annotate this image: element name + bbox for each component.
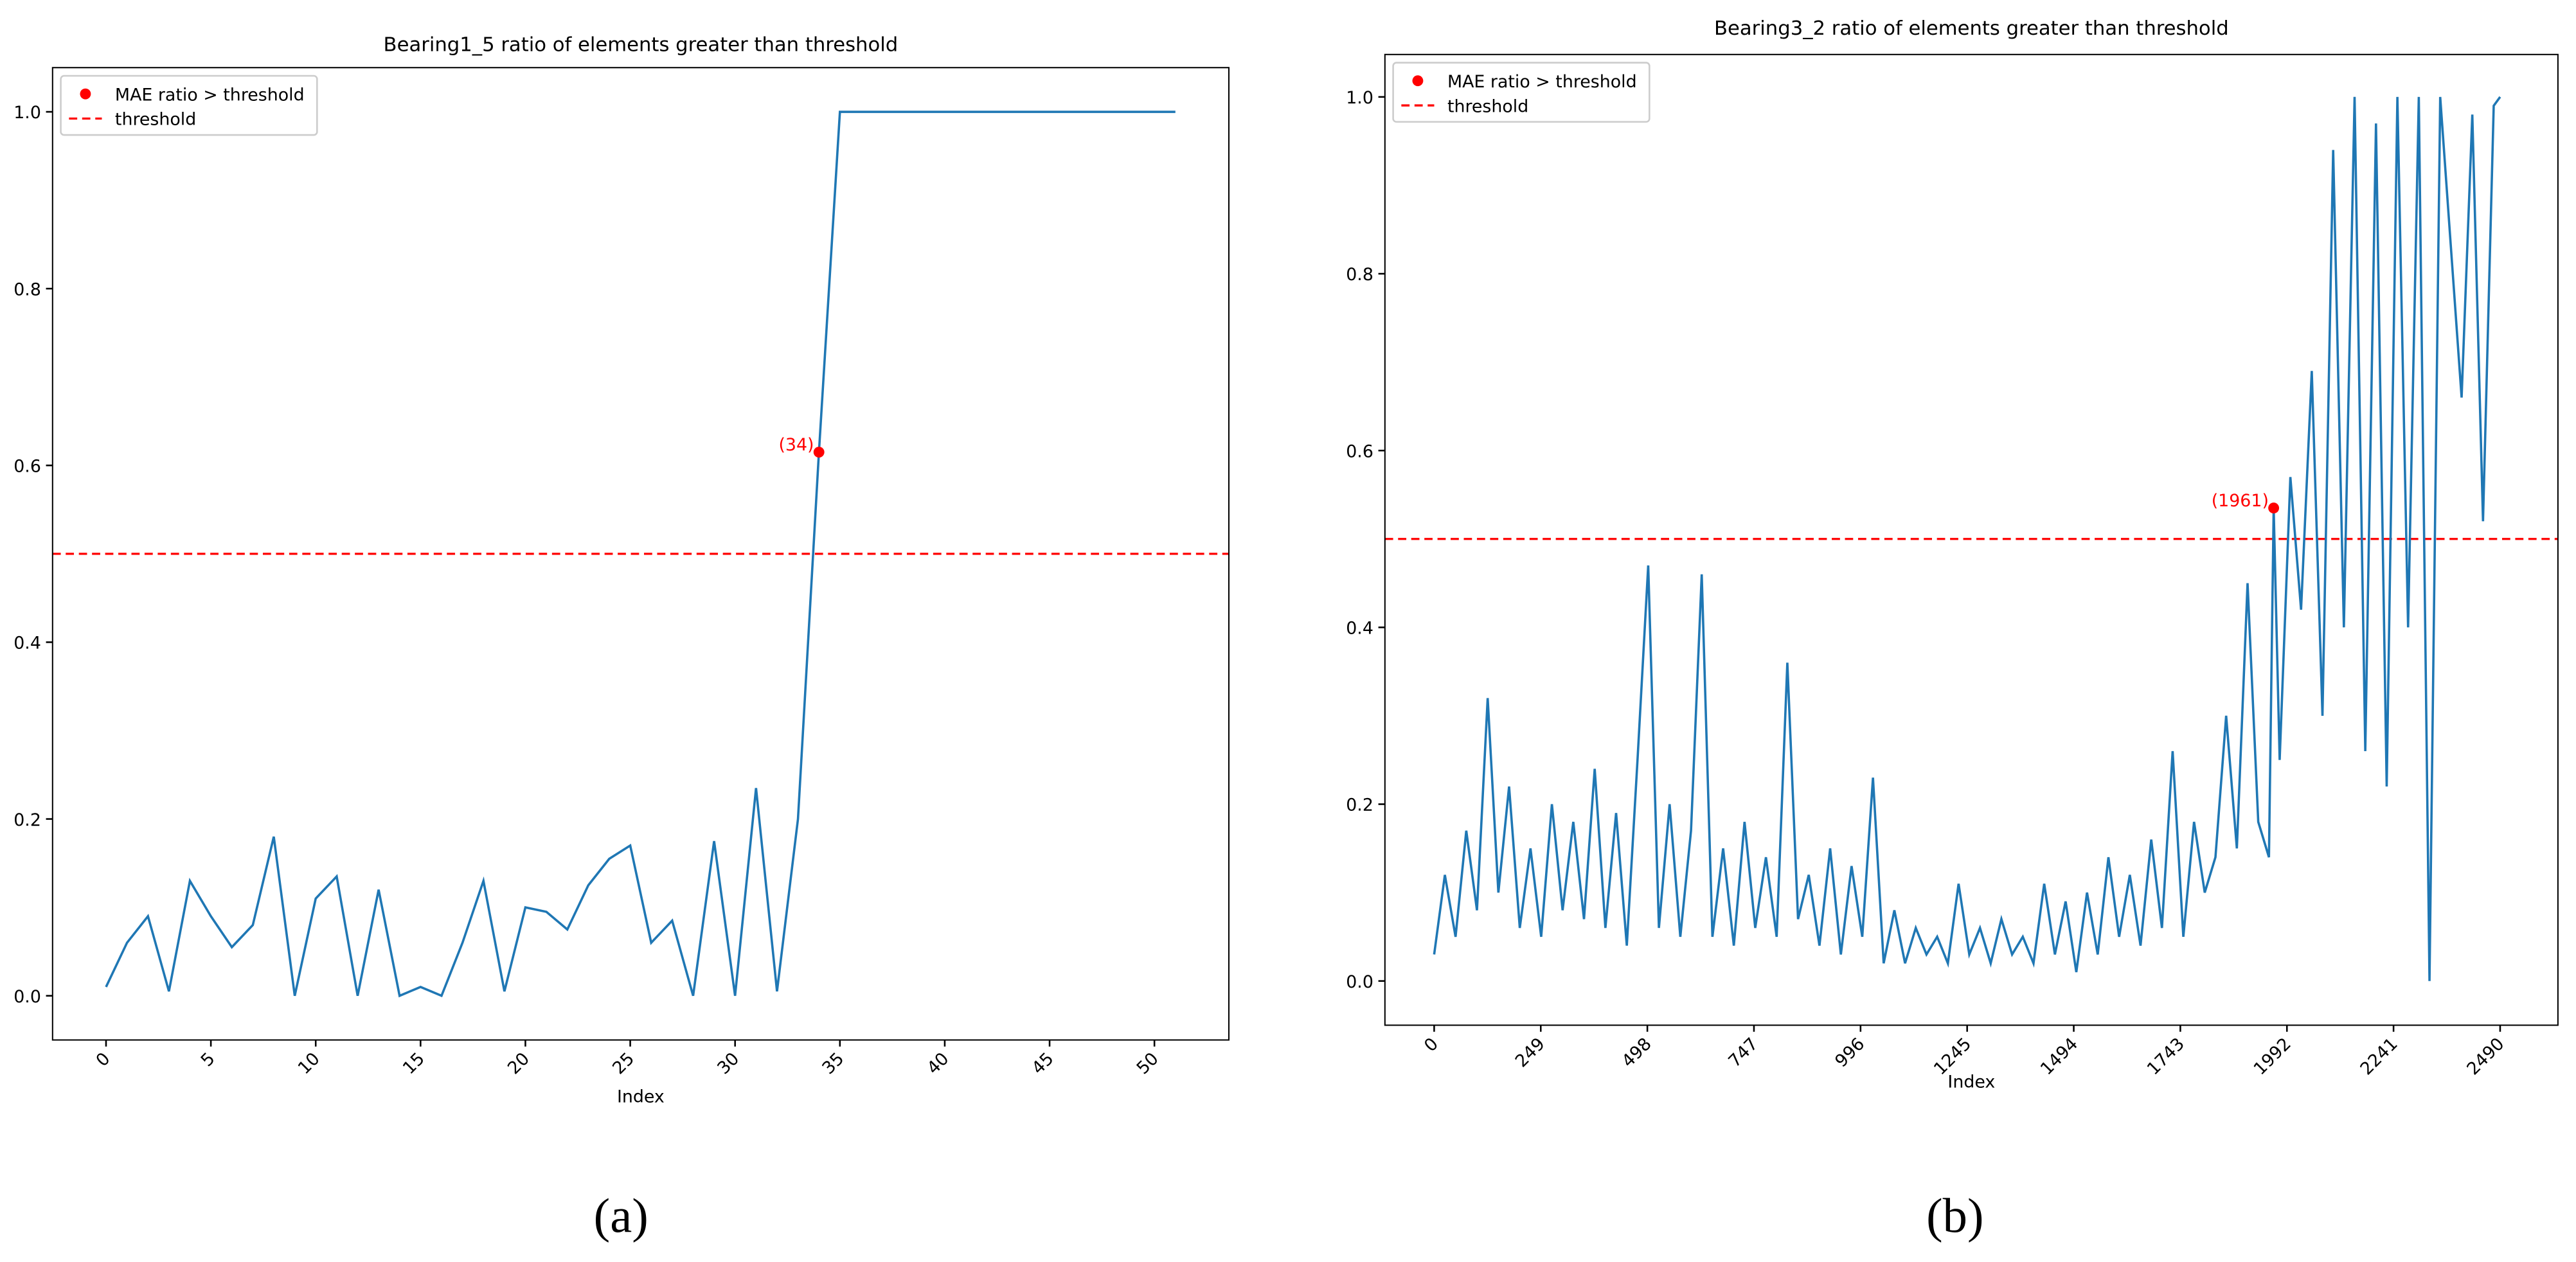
x-tick-label: 0 (1420, 1034, 1442, 1056)
x-axis-label: Index (1947, 1072, 1995, 1092)
y-tick-label: 0.8 (13, 280, 41, 299)
legend-label: MAE ratio > threshold (1447, 72, 1637, 92)
chart-title: Bearing1_5 ratio of elements greater tha… (384, 34, 899, 57)
x-axis-label: Index (617, 1087, 665, 1107)
x-tick-label: 25 (609, 1049, 638, 1078)
x-tick-label: 15 (399, 1049, 429, 1078)
x-tick-label: 40 (923, 1049, 953, 1078)
y-tick-label: 0.2 (1346, 795, 1373, 815)
chart-title: Bearing3_2 ratio of elements greater tha… (1714, 17, 2229, 40)
plot-frame (51, 67, 1230, 1041)
x-tick-label: 747 (1724, 1034, 1762, 1071)
y-tick-label: 0.6 (1346, 441, 1373, 461)
x-tick-label: 249 (1512, 1034, 1549, 1071)
legend-marker (1412, 75, 1424, 87)
plot-frame (1384, 53, 2559, 1026)
legend-marker (80, 88, 91, 100)
caption: (a) (594, 1189, 648, 1243)
legend-box (60, 75, 318, 136)
x-tick-label: 35 (818, 1049, 848, 1078)
legend-label: threshold (115, 110, 196, 130)
highlight-point (813, 447, 825, 458)
x-tick-label: 10 (294, 1049, 324, 1078)
x-tick-label: 0 (93, 1049, 114, 1071)
x-tick-label: 2490 (2463, 1034, 2508, 1079)
y-tick-label: 0.8 (1346, 265, 1373, 285)
x-tick-label: 45 (1028, 1049, 1058, 1078)
annotation: (34) (778, 435, 814, 455)
x-tick-label: 5 (197, 1049, 219, 1071)
legend-label: threshold (1447, 96, 1528, 116)
y-tick-label: 0.4 (13, 634, 41, 653)
y-tick-label: 0.2 (13, 810, 41, 830)
highlight-point (2268, 502, 2280, 514)
y-tick-label: 0.0 (13, 987, 41, 1007)
y-tick-label: 0.0 (1346, 972, 1373, 992)
x-tick-label: 1743 (2143, 1034, 2188, 1079)
x-tick-label: 498 (1618, 1034, 1656, 1071)
x-tick-label: 30 (713, 1049, 743, 1078)
x-tick-label: 2241 (2357, 1034, 2402, 1079)
y-tick-label: 1.0 (13, 103, 41, 123)
x-tick-label: 1494 (2037, 1034, 2082, 1079)
data-line (105, 111, 1176, 998)
x-tick-label: 50 (1133, 1049, 1163, 1078)
y-tick-label: 1.0 (1346, 88, 1373, 108)
caption: (b) (1926, 1189, 1983, 1243)
legend-label: MAE ratio > threshold (115, 85, 305, 105)
x-tick-label: 996 (1831, 1034, 1868, 1071)
y-tick-label: 0.6 (13, 457, 41, 477)
x-tick-label: 20 (504, 1049, 533, 1078)
data-line (1433, 96, 2501, 981)
annotation: (1961) (2212, 491, 2269, 511)
x-tick-label: 1992 (2250, 1034, 2295, 1079)
legend-box (1392, 62, 1650, 123)
y-tick-label: 0.4 (1346, 619, 1373, 639)
